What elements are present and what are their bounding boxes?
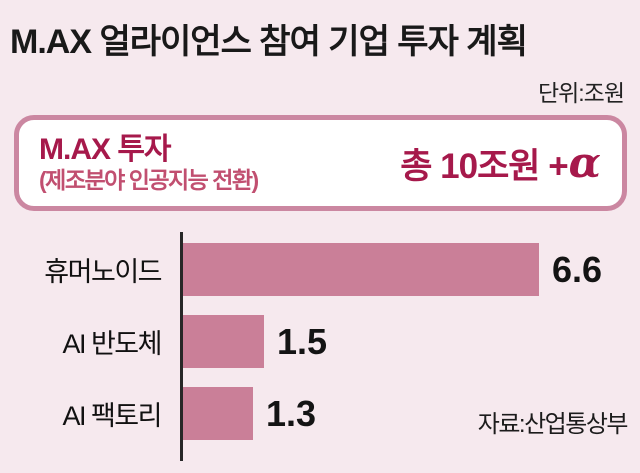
summary-box-title: M.AX 투자 [39, 132, 172, 166]
y-axis-line [180, 232, 183, 461]
category-label: 휴머노이드 [44, 257, 162, 287]
unit-label: 단위:조원 [537, 80, 625, 106]
total-amount-text: 총 10조원 + [400, 146, 568, 186]
total-amount: 총 10조원 + α [400, 138, 601, 189]
summary-box-left: M.AX 투자 (제조분야 인공지능 전환) [39, 132, 259, 194]
investment-summary-box: M.AX 투자 (제조분야 인공지능 전환) 총 10조원 + α [14, 115, 627, 211]
category-label: AI 반도체 [62, 329, 162, 359]
bar-row: AI 반도체 1.5 [0, 315, 640, 368]
category-label: AI 팩토리 [62, 401, 162, 431]
bar-row: AI 팩토리 1.3 [0, 387, 640, 440]
bar [183, 315, 264, 368]
bar [183, 243, 539, 296]
value-label: 1.3 [266, 392, 317, 434]
bar [183, 387, 253, 440]
summary-box-subtitle: (제조분야 인공지능 전환) [39, 167, 259, 194]
value-label: 6.6 [552, 248, 603, 290]
bar-chart: 휴머노이드 6.6 AI 반도체 1.5 AI 팩토리 1.3 [0, 232, 640, 461]
alpha-symbol: α [568, 138, 601, 187]
bar-rows: 휴머노이드 6.6 AI 반도체 1.5 AI 팩토리 1.3 [0, 243, 640, 459]
bar-row: 휴머노이드 6.6 [0, 243, 640, 296]
source-label: 자료:산업통상부 [477, 411, 629, 438]
value-label: 1.5 [277, 320, 328, 362]
page-title: M.AX 얼라이언스 참여 기업 투자 계획 [10, 23, 528, 61]
